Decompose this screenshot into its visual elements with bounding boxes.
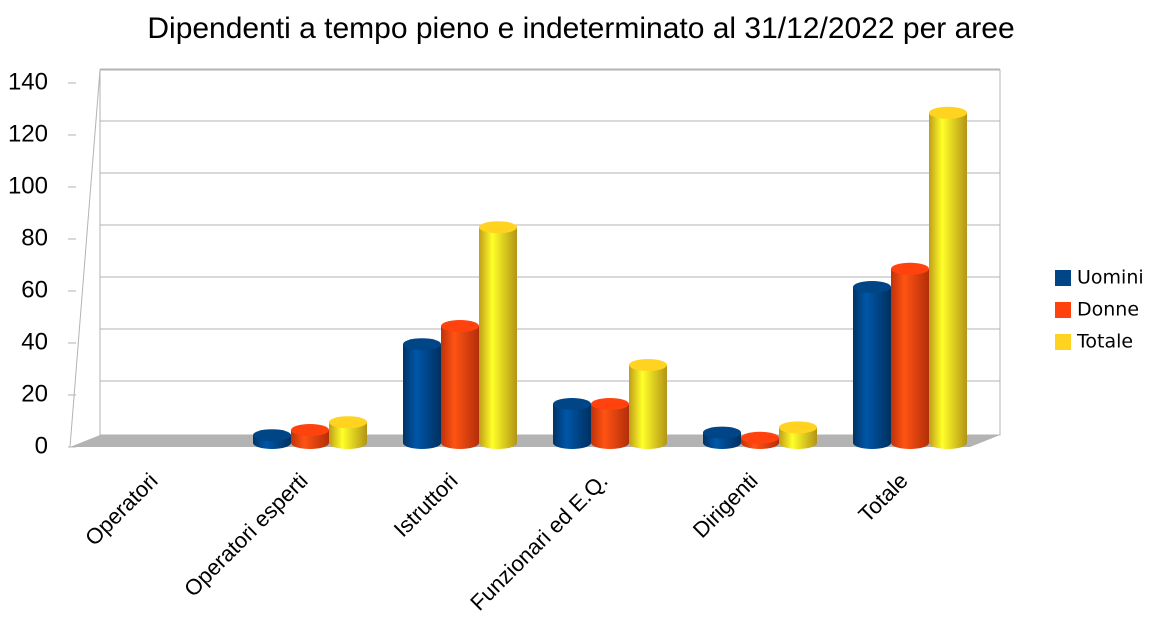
bar [591,404,629,443]
bar-cap [403,338,441,351]
bar [553,404,591,443]
legend-label: Donne [1077,299,1139,321]
legend-swatch [1055,270,1071,286]
bar [929,112,967,444]
y-tick-label: 20 [21,380,48,407]
bar-cap [553,398,591,410]
chart-title: Dipendenti a tempo pieno e indeterminato… [147,12,1014,45]
x-tick-label: Totale [853,468,912,527]
legend-label: Totale [1076,331,1133,353]
y-tick-label: 120 [8,120,48,147]
bar [441,326,479,443]
legend-label: Uomini [1077,267,1144,289]
bar-cap [929,106,967,119]
x-tick-label: Operatori [80,468,163,551]
bar-cap [779,421,817,434]
bar-cap [853,281,891,293]
legend-swatch [1055,334,1071,350]
x-tick-label: Istruttori [389,468,463,542]
y-tick-label: 40 [21,328,48,355]
bar [329,422,367,443]
y-tick-label: 0 [35,432,48,459]
y-tick-label: 100 [8,172,48,199]
y-tick-label: 60 [21,276,48,303]
back-wall [99,69,1001,436]
legend-swatch [1055,302,1071,318]
bar-cap [441,320,479,332]
left-wall-edge [69,69,101,448]
bar-cap [703,426,741,439]
bar [629,365,667,443]
y-tick-label: 140 [8,68,48,95]
bar-cap [591,398,629,410]
bar [479,227,517,443]
bar-cap [291,424,329,436]
bar-cap [629,359,667,371]
bar [891,268,929,443]
bar-cap [741,431,779,444]
bar [403,344,441,443]
bar-cap [479,221,517,234]
bar [853,287,891,443]
bar-cap [891,262,929,275]
x-tick-label: Dirigenti [688,468,763,543]
y-tick-label: 80 [21,224,48,251]
bar-cap [253,429,291,442]
x-tick-label: Funzionari ed E.Q. [465,468,612,615]
bar-cap [329,416,367,429]
x-tick-label: Operatori esperti [179,468,313,602]
